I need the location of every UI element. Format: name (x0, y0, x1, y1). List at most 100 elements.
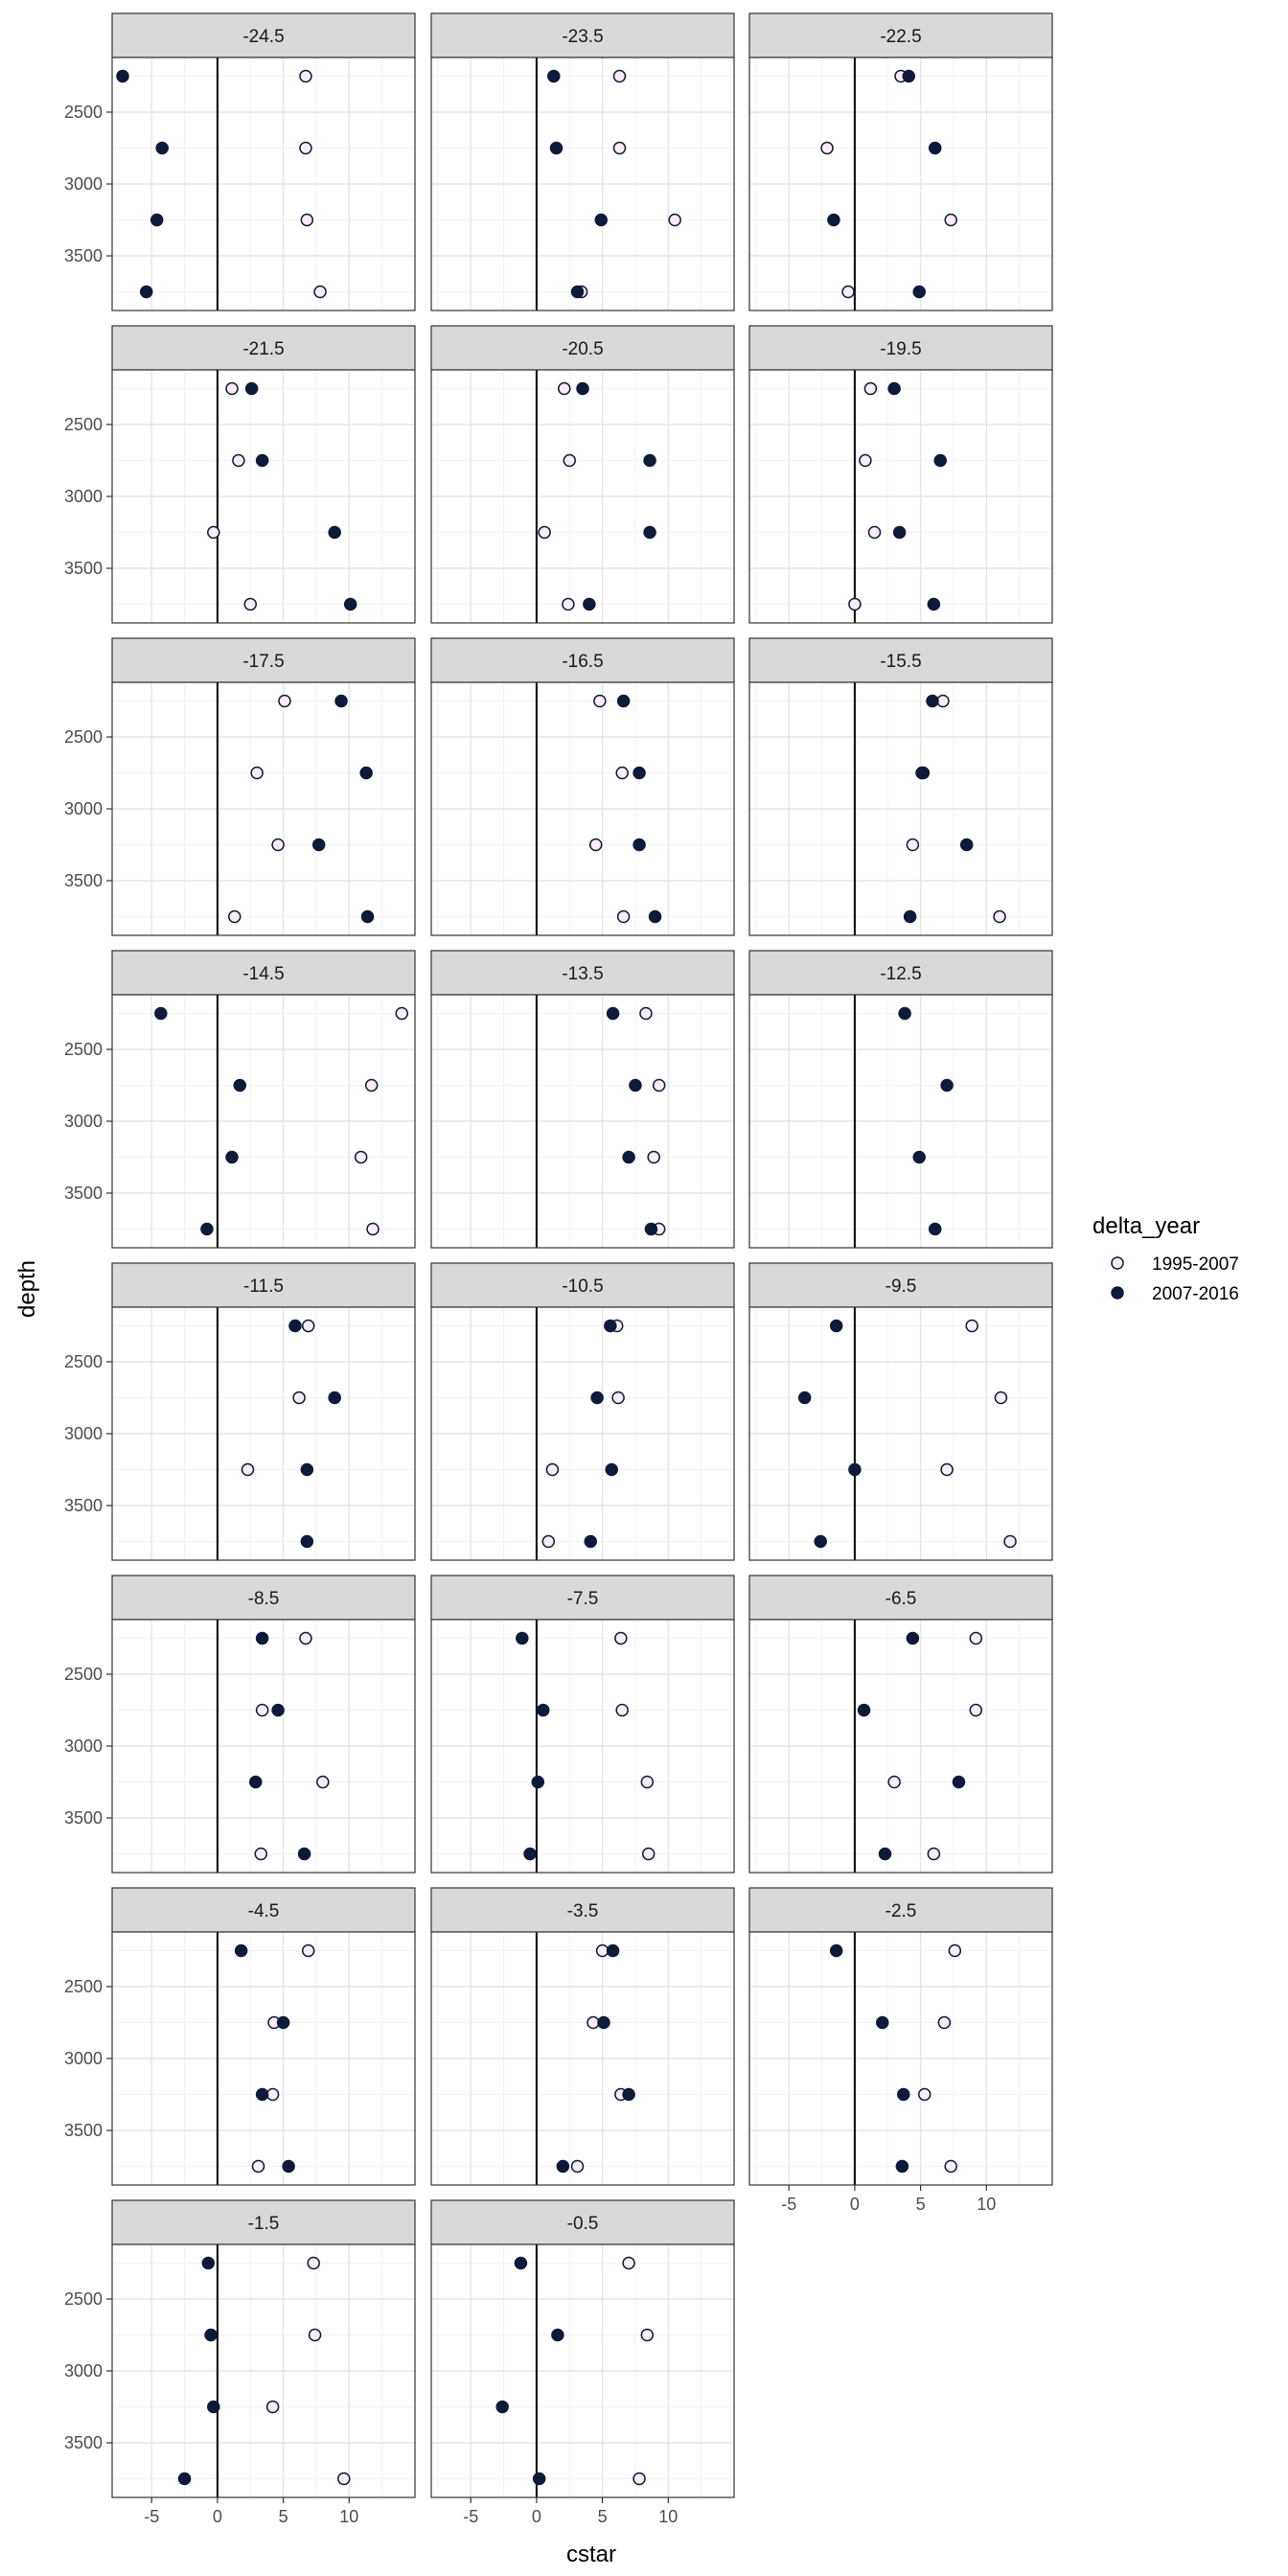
data-point-1995-2007 (251, 2159, 265, 2174)
x-tick-label: 5 (598, 2507, 608, 2526)
y-tick-label: 3500 (64, 559, 103, 578)
facet-strip-label: -1.5 (248, 2214, 280, 2234)
y-tick-label: 3000 (64, 1424, 103, 1443)
y-tick-label: 2500 (64, 1352, 103, 1371)
data-point-2007-2016 (906, 1631, 920, 1645)
facet-panel: -8.5 (111, 1575, 416, 1874)
data-point-2007-2016 (927, 597, 941, 611)
x-tick-label: 10 (339, 2507, 358, 2526)
data-point-1995-2007 (969, 1631, 983, 1645)
x-tick-label: 0 (850, 2195, 860, 2214)
data-point-2007-2016 (622, 2087, 635, 2102)
data-point-2007-2016 (912, 285, 926, 299)
x-tick-label: 5 (279, 2507, 288, 2526)
facet-strip (430, 1575, 735, 1621)
facet-panel: -4.5 (111, 1887, 416, 2186)
y-tick-label: 2500 (64, 103, 103, 122)
panel-border (748, 1931, 1053, 2186)
data-point-2007-2016 (616, 694, 631, 708)
x-axis-title: cstar (566, 2542, 616, 2567)
facet-strip-label: -23.5 (562, 27, 603, 47)
data-point-2007-2016 (829, 1944, 843, 1958)
data-point-1995-2007 (848, 597, 862, 611)
data-point-2007-2016 (928, 1222, 942, 1236)
facet-strip-label: -15.5 (880, 652, 921, 672)
data-point-2007-2016 (892, 525, 907, 540)
facet-panel: -7.5 (430, 1575, 735, 1874)
data-point-2007-2016 (606, 1006, 620, 1021)
data-point-2007-2016 (570, 285, 585, 299)
data-point-1995-2007 (337, 2472, 351, 2486)
data-point-1995-2007 (640, 1775, 655, 1789)
facet-panel: -6.5 (748, 1575, 1053, 1874)
data-point-1995-2007 (887, 1775, 901, 1789)
y-tick-label: 2500 (64, 1040, 103, 1059)
y-tick-label: 3500 (64, 1184, 103, 1203)
data-point-2007-2016 (629, 1078, 642, 1092)
data-point-1995-2007 (586, 2015, 600, 2030)
y-tick-label: 3000 (64, 2049, 103, 2068)
data-point-2007-2016 (360, 909, 375, 924)
facet-strip (111, 325, 416, 371)
data-point-1995-2007 (562, 597, 575, 611)
data-point-2007-2016 (343, 597, 357, 611)
data-point-1995-2007 (313, 285, 327, 299)
y-tick-label: 2500 (64, 1665, 103, 1684)
facet-panel: -14.5 (111, 950, 416, 1249)
data-point-2007-2016 (288, 1319, 302, 1333)
data-point-2007-2016 (896, 2087, 910, 2102)
data-point-1995-2007 (612, 141, 627, 155)
data-point-1995-2007 (863, 381, 878, 396)
data-point-2007-2016 (898, 1006, 911, 1021)
x-tick-label: 10 (658, 2507, 678, 2526)
panel-border (430, 1619, 735, 1874)
data-point-2007-2016 (495, 2400, 509, 2414)
data-point-2007-2016 (255, 2087, 269, 2102)
panel-border (748, 681, 1053, 936)
facet-strip-label: -0.5 (567, 2214, 599, 2234)
data-point-1995-2007 (265, 2087, 280, 2102)
data-point-1995-2007 (541, 1534, 556, 1549)
data-point-1995-2007 (948, 1944, 962, 1958)
data-point-1995-2007 (243, 597, 258, 611)
data-point-2007-2016 (201, 2256, 216, 2270)
data-point-2007-2016 (583, 597, 596, 611)
legend-label-1995-2007: 1995-2007 (1152, 1254, 1239, 1275)
data-point-2007-2016 (902, 69, 915, 83)
data-point-2007-2016 (549, 141, 564, 155)
data-point-2007-2016 (244, 381, 259, 396)
data-point-2007-2016 (311, 838, 326, 852)
data-point-1995-2007 (632, 2472, 646, 2486)
facet-strip-label: -6.5 (886, 1589, 917, 1609)
data-point-1995-2007 (820, 141, 834, 155)
data-point-2007-2016 (116, 69, 129, 83)
data-point-1995-2007 (647, 1150, 660, 1164)
data-point-1995-2007 (545, 1462, 560, 1477)
y-tick-label: 3000 (64, 487, 103, 506)
facet-strip-label: -2.5 (886, 1901, 917, 1921)
data-point-1995-2007 (558, 381, 571, 396)
legend-key-1995-2007 (1111, 1256, 1124, 1270)
facet-strip (111, 1575, 416, 1621)
facet-panel: -12.5 (748, 950, 1053, 1249)
data-point-2007-2016 (594, 213, 608, 227)
x-tick-label: 0 (213, 2507, 222, 2526)
facet-panel: -17.5 (111, 637, 416, 936)
facet-strip-label: -24.5 (242, 27, 284, 47)
panel-border (430, 369, 735, 624)
data-point-1995-2007 (254, 1847, 268, 1861)
data-point-2007-2016 (150, 213, 164, 227)
data-point-2007-2016 (551, 2328, 564, 2342)
data-point-2007-2016 (903, 909, 917, 924)
y-tick-label: 3500 (64, 1496, 103, 1515)
facet-strip-label: -19.5 (880, 339, 921, 359)
y-tick-label: 2500 (64, 727, 103, 747)
facet-strip (748, 950, 1053, 996)
data-point-2007-2016 (848, 1462, 862, 1477)
facet-strip (748, 1575, 1053, 1621)
data-point-1995-2007 (937, 2015, 952, 2030)
legend: delta_year 1995-2007 2007-2016 (1092, 1213, 1239, 1304)
data-point-1995-2007 (255, 1703, 269, 1717)
data-point-2007-2016 (233, 1078, 247, 1092)
